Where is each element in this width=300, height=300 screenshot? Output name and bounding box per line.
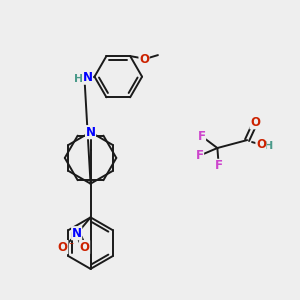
Text: N: N [85,126,96,139]
Text: O: O [250,116,260,129]
Text: F: F [197,130,206,142]
Text: O: O [256,138,266,151]
Text: O: O [139,52,149,66]
Text: F: F [215,159,223,172]
Text: N: N [72,227,82,240]
Text: H: H [74,74,83,84]
Text: H: H [264,141,274,151]
Text: F: F [196,149,203,162]
Text: O: O [80,241,90,254]
Text: ⁻: ⁻ [69,241,74,251]
Text: O: O [58,241,68,254]
Text: N: N [82,71,93,84]
